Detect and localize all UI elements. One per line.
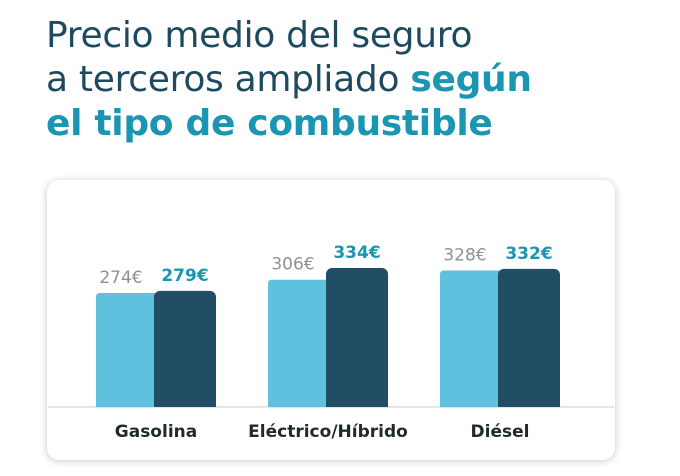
bar-series-2-base-0	[154, 399, 216, 407]
data-label-series-2-0: 279€	[161, 266, 208, 286]
category-label-0: Gasolina	[115, 422, 197, 442]
title-line-2: a terceros ampliado según	[46, 58, 666, 102]
title-line-3-highlight: el tipo de combustible	[46, 103, 493, 144]
bar-series-2-base-2	[498, 399, 560, 407]
bar-series-1-0	[96, 293, 158, 407]
bar-series-2-1	[326, 268, 388, 407]
data-label-series-1-2: 328€	[443, 246, 486, 266]
category-label-2: Diésel	[471, 422, 530, 442]
bar-series-1-2	[440, 270, 502, 407]
chart-title: Precio medio del seguro a terceros ampli…	[46, 14, 666, 146]
data-label-series-1-0: 274€	[99, 268, 142, 288]
bar-series-2-0	[154, 290, 216, 407]
bar-series-2-base-1	[326, 399, 388, 407]
data-label-series-1-1: 306€	[271, 255, 314, 275]
bar-series-1-1	[268, 279, 330, 407]
title-line-1: Precio medio del seguro	[46, 15, 473, 56]
data-label-series-2-2: 332€	[505, 244, 552, 264]
bar-series-2-2	[498, 268, 560, 407]
category-label-1: Eléctrico/Híbrido	[248, 422, 408, 442]
title-line-2-highlight: según	[410, 59, 532, 100]
title-line-2-plain: a terceros ampliado	[46, 59, 411, 100]
data-label-series-2-1: 334€	[333, 243, 380, 263]
